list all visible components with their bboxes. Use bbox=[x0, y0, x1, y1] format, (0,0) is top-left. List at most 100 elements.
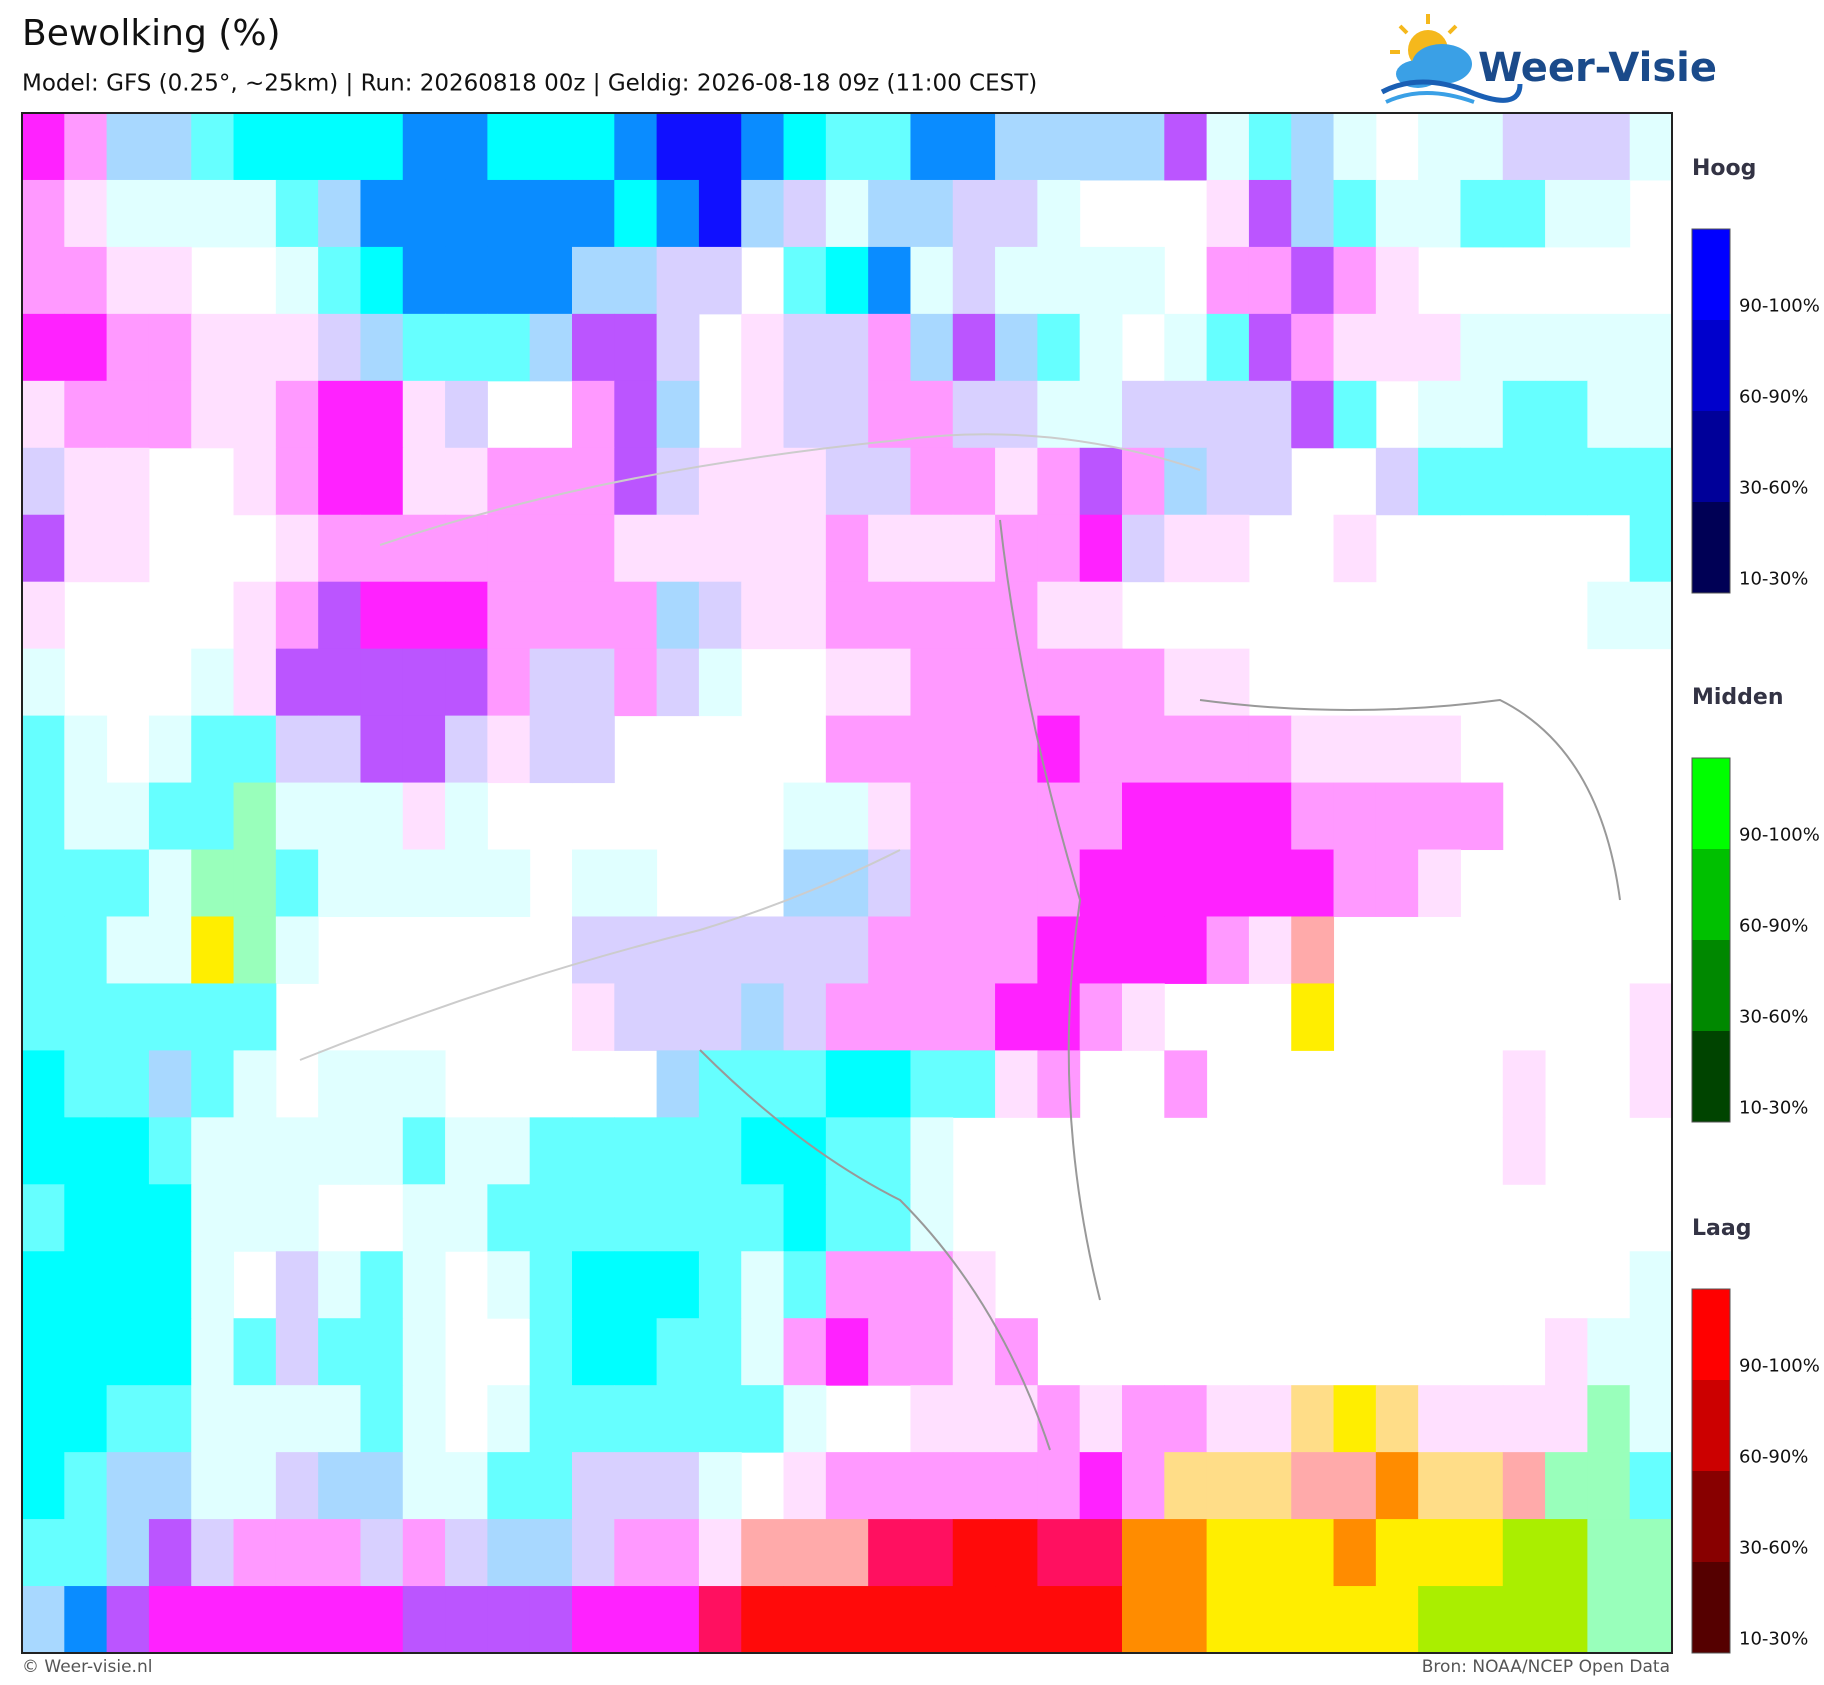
cloud-cell bbox=[952, 648, 996, 717]
cloud-cell bbox=[1164, 648, 1208, 717]
cloud-cell bbox=[402, 849, 446, 917]
cloud-cell bbox=[910, 514, 954, 583]
cloud-cell bbox=[275, 648, 319, 717]
cloud-cell bbox=[783, 1318, 827, 1386]
cloud-cell bbox=[64, 916, 108, 984]
cloud-cell bbox=[1037, 581, 1081, 650]
map bbox=[22, 113, 1673, 1654]
cloud-cell bbox=[233, 1519, 277, 1587]
cloud-cell bbox=[233, 1385, 277, 1453]
cloud-cell bbox=[22, 581, 65, 650]
cloud-cell bbox=[995, 648, 1038, 717]
cloud-cell bbox=[825, 1318, 869, 1386]
cloud-cell bbox=[995, 447, 1038, 516]
cloud-cell bbox=[1502, 113, 1546, 181]
cloud-cell bbox=[148, 715, 192, 784]
cloud-cell bbox=[698, 581, 742, 650]
cloud-cell bbox=[1122, 1519, 1165, 1587]
cloud-cell bbox=[487, 1117, 531, 1185]
cloud-cell bbox=[275, 313, 319, 382]
border-line bbox=[379, 433, 1201, 546]
cloud-cell bbox=[318, 313, 361, 382]
legend-label: 30-60% bbox=[1739, 477, 1808, 498]
cloud-cell bbox=[1037, 1050, 1081, 1118]
cloud-cell bbox=[1248, 916, 1292, 984]
cloud-cell bbox=[572, 380, 615, 449]
cloud-cell bbox=[1164, 1385, 1208, 1453]
footer-left: © Weer-visie.nl bbox=[22, 1657, 152, 1677]
cloud-cell bbox=[318, 1519, 361, 1587]
cloud-cell bbox=[1122, 849, 1165, 917]
cloud-cell bbox=[656, 1251, 700, 1319]
cloud-cell bbox=[275, 246, 319, 315]
cloud-cell bbox=[1375, 1452, 1419, 1520]
cloud-cell bbox=[952, 916, 996, 984]
cloud-cell bbox=[233, 179, 277, 248]
cloud-cell bbox=[1291, 782, 1335, 851]
cloud-cell bbox=[1079, 916, 1123, 984]
cloud-cell bbox=[1037, 849, 1081, 917]
cloud-cell bbox=[1333, 246, 1377, 315]
cloud-cell bbox=[360, 447, 404, 516]
cloud-cell bbox=[1587, 447, 1631, 516]
cloud-cell bbox=[783, 1452, 827, 1520]
cloud-cell bbox=[572, 1318, 615, 1386]
cloud-cell bbox=[1333, 179, 1377, 248]
cloud-cell bbox=[741, 1519, 785, 1587]
cloud-cell bbox=[64, 1184, 108, 1252]
cloud-cell bbox=[318, 648, 361, 717]
cloud-cell bbox=[402, 1050, 446, 1118]
cloud-cell bbox=[995, 1519, 1038, 1587]
cloud-cell bbox=[1037, 715, 1081, 784]
cloud-cell bbox=[487, 113, 531, 181]
cloud-cell bbox=[318, 581, 361, 650]
cloud-cell bbox=[233, 983, 277, 1051]
cloud-cell bbox=[64, 1117, 108, 1185]
cloud-cell bbox=[529, 1184, 573, 1252]
cloud-cell bbox=[22, 715, 65, 784]
cloud-cell bbox=[572, 1452, 615, 1520]
cloud-cell bbox=[1079, 1586, 1123, 1654]
legend-swatch bbox=[1692, 502, 1730, 593]
cloud-cell bbox=[1418, 447, 1461, 516]
cloud-cell bbox=[1164, 849, 1208, 917]
cloud-cell bbox=[191, 380, 235, 449]
cloud-cell bbox=[22, 447, 65, 516]
cloud-cell bbox=[1629, 1050, 1673, 1118]
cloud-cell bbox=[614, 1452, 658, 1520]
cloud-cell bbox=[148, 313, 192, 382]
cloud-cell bbox=[656, 313, 700, 382]
cloud-cell bbox=[402, 715, 446, 784]
logo: Weer-Visie bbox=[1380, 14, 1717, 104]
cloud-cell bbox=[910, 1318, 954, 1386]
cloud-cell bbox=[445, 113, 488, 181]
cloud-cell bbox=[445, 1184, 488, 1252]
cloud-cell bbox=[360, 849, 404, 917]
cloud-cell bbox=[233, 380, 277, 449]
cloud-cell bbox=[22, 916, 65, 984]
cloud-cell bbox=[233, 1452, 277, 1520]
legend-swatch bbox=[1692, 1031, 1730, 1122]
cloud-cell bbox=[487, 313, 531, 382]
cloud-cell bbox=[106, 1586, 150, 1654]
cloud-cell bbox=[402, 782, 446, 851]
cloud-cell bbox=[741, 916, 785, 984]
cloud-cell bbox=[868, 1050, 911, 1118]
cloud-cell bbox=[572, 246, 615, 315]
cloud-cell bbox=[910, 179, 954, 248]
cloud-cell bbox=[910, 447, 954, 516]
legend-label: 90-100% bbox=[1739, 1355, 1820, 1376]
cloud-cell bbox=[191, 1452, 235, 1520]
cloud-cell bbox=[952, 1251, 996, 1319]
cloud-cell bbox=[487, 447, 531, 516]
cloud-cell bbox=[952, 782, 996, 851]
cloud-cell bbox=[233, 447, 277, 516]
cloud-cell bbox=[1418, 715, 1461, 784]
cloud-cell bbox=[1333, 1519, 1377, 1587]
cloud-cell bbox=[445, 849, 488, 917]
cloud-cell bbox=[656, 447, 700, 516]
cloud-cell bbox=[952, 1318, 996, 1386]
cloud-cell bbox=[529, 447, 573, 516]
cloud-cell bbox=[1587, 380, 1631, 449]
cloud-cell bbox=[1164, 313, 1208, 382]
